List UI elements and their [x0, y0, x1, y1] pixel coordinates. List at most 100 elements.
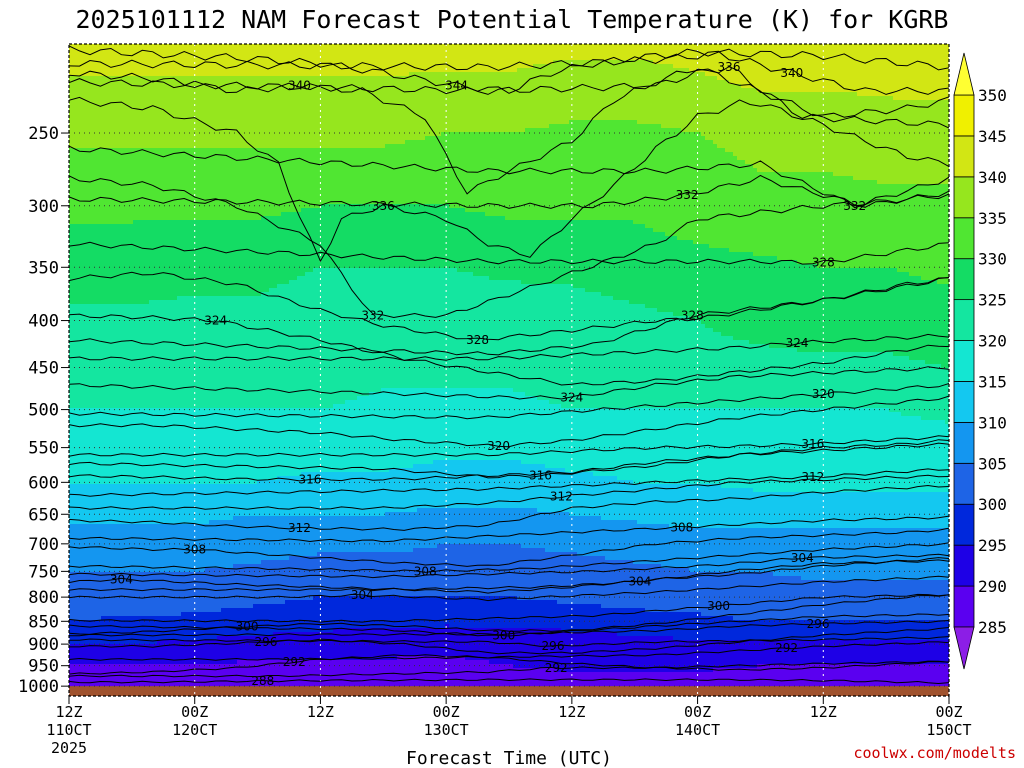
field-cell — [109, 220, 114, 225]
field-cell — [149, 220, 154, 225]
field-cell — [113, 544, 118, 549]
field-cell — [141, 252, 146, 257]
field-cell — [105, 560, 110, 565]
field-cell — [145, 408, 150, 413]
field-cell — [133, 132, 138, 137]
field-cell — [109, 376, 114, 381]
field-cell — [109, 564, 114, 569]
field-cell — [141, 332, 146, 337]
field-cell — [137, 160, 142, 165]
field-cell — [121, 440, 126, 445]
field-cell — [69, 508, 74, 513]
field-cell — [161, 180, 166, 185]
field-cell — [85, 224, 90, 229]
field-cell — [69, 368, 74, 373]
field-cell — [97, 228, 102, 233]
field-cell — [89, 372, 94, 377]
field-cell — [157, 216, 162, 221]
field-cell — [113, 540, 118, 545]
field-cell — [149, 324, 154, 329]
field-cell — [93, 284, 98, 289]
field-cell — [133, 376, 138, 381]
field-cell — [137, 152, 142, 157]
field-cell — [125, 420, 130, 425]
field-cell — [149, 504, 154, 509]
field-cell — [133, 616, 138, 621]
field-cell — [117, 448, 122, 453]
field-cell — [81, 220, 86, 225]
field-cell — [121, 328, 126, 333]
field-cell — [117, 220, 122, 225]
field-cell — [157, 300, 162, 305]
field-cell — [165, 328, 170, 333]
field-cell — [109, 208, 114, 213]
field-cell — [149, 164, 154, 169]
field-cell — [117, 556, 122, 561]
field-cell — [77, 60, 82, 65]
field-cell — [73, 220, 78, 225]
field-cell — [73, 268, 78, 273]
field-cell — [141, 348, 146, 353]
field-cell — [109, 260, 114, 265]
field-cell — [101, 620, 106, 625]
field-cell — [145, 400, 150, 405]
field-cell — [89, 552, 94, 557]
field-cell — [109, 232, 114, 237]
field-cell — [77, 384, 82, 389]
field-cell — [85, 128, 90, 133]
field-cell — [133, 360, 138, 365]
field-cell — [85, 464, 90, 469]
field-cell — [93, 368, 98, 373]
field-cell — [113, 236, 118, 241]
field-cell — [141, 324, 146, 329]
field-cell — [89, 504, 94, 509]
field-cell — [85, 404, 90, 409]
field-cell — [89, 192, 94, 197]
field-cell — [149, 252, 154, 257]
field-cell — [153, 240, 158, 245]
field-cell — [141, 168, 146, 173]
field-cell — [141, 496, 146, 501]
field-cell — [97, 448, 102, 453]
field-cell — [113, 416, 118, 421]
field-cell — [73, 256, 78, 261]
field-cell — [165, 304, 170, 309]
field-cell — [141, 228, 146, 233]
field-cell — [85, 392, 90, 397]
field-cell — [109, 636, 114, 641]
field-cell — [109, 468, 114, 473]
field-cell — [105, 116, 110, 121]
field-cell — [105, 612, 110, 617]
field-cell — [77, 116, 82, 121]
field-cell — [125, 236, 130, 241]
field-cell — [145, 200, 150, 205]
field-cell — [97, 112, 102, 117]
field-cell — [129, 448, 134, 453]
field-cell — [69, 524, 74, 529]
field-cell — [149, 652, 154, 657]
field-cell — [145, 136, 150, 141]
field-cell — [105, 440, 110, 445]
field-cell — [109, 340, 114, 345]
field-cell — [105, 352, 110, 357]
field-cell — [121, 248, 126, 253]
field-cell — [109, 268, 114, 273]
field-cell — [137, 440, 142, 445]
field-cell — [125, 464, 130, 469]
field-cell — [137, 668, 142, 673]
field-cell — [133, 396, 138, 401]
field-cell — [89, 368, 94, 373]
field-cell — [121, 104, 126, 109]
field-cell — [93, 316, 98, 321]
field-cell — [73, 388, 78, 393]
field-cell — [81, 556, 86, 561]
field-cell — [133, 568, 138, 573]
field-cell — [97, 296, 102, 301]
field-cell — [105, 144, 110, 149]
field-cell — [117, 404, 122, 409]
field-cell — [77, 100, 82, 105]
field-cell — [149, 348, 154, 353]
field-cell — [69, 124, 74, 129]
field-cell — [105, 124, 110, 129]
field-cell — [133, 116, 138, 121]
